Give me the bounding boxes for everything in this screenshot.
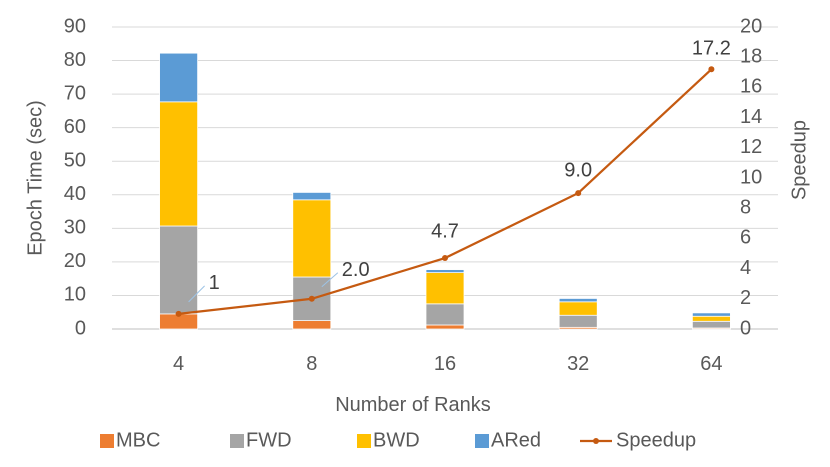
gridlines: [112, 26, 778, 330]
y2-tick-label: 16: [740, 76, 762, 98]
y2-tick-label: 20: [740, 15, 762, 37]
legend-label-ared: ARed: [491, 429, 541, 451]
bar-ared-32: [558, 298, 598, 303]
speedup-point-32: [575, 190, 582, 197]
y2-tick-label: 2: [740, 287, 751, 309]
y-tick-label: 20: [64, 250, 86, 272]
legend-label-bwd: BWD: [373, 429, 420, 451]
y2-tick-label: 10: [740, 166, 762, 188]
speedup-label-64: 17.2: [692, 38, 731, 60]
y2-tick-label: 18: [740, 45, 762, 67]
bar-fwd-4: [159, 225, 198, 315]
x-axis-title: Number of Ranks: [335, 394, 491, 416]
legend-swatch-fwd: [230, 434, 244, 448]
bar-ared-4: [159, 52, 198, 103]
x-tick-label: 4: [173, 353, 184, 375]
y2-tick-label: 8: [740, 196, 751, 218]
speedup-labels: 1 2.0 4.7 9.0 17.2: [188, 38, 731, 303]
y-axis-title: Epoch Time (sec): [24, 100, 46, 256]
speedup-line: [175, 66, 715, 317]
legend-marker-speedup: [593, 438, 599, 444]
y2-axis-title: Speedup: [788, 120, 810, 200]
bar-fwd-16: [425, 303, 465, 326]
y2-tick-label: 0: [740, 317, 751, 339]
legend-label-mbc: MBC: [116, 429, 160, 451]
y-tick-label: 40: [64, 183, 86, 205]
speedup-label-8: 2.0: [342, 259, 370, 281]
legend-swatch-mbc: [100, 434, 114, 448]
speedup-label-leader: [321, 272, 339, 288]
speedup-label-4: 1: [209, 272, 220, 294]
bar-mbc-8: [292, 320, 332, 330]
y-tick-label: 90: [64, 15, 86, 37]
right-axis-ticks: 0 2 4 6 8 10 12 14 16 18 20: [740, 15, 762, 339]
legend-label-speedup: Speedup: [616, 429, 696, 451]
x-axis-ticks: 4 8 16 32 64: [173, 353, 722, 375]
y2-tick-label: 6: [740, 227, 751, 249]
y2-tick-label: 14: [740, 106, 762, 128]
y2-tick-label: 12: [740, 136, 762, 158]
y-tick-label: 70: [64, 82, 86, 104]
bar-ared-64: [692, 312, 731, 317]
speedup-point-4: [175, 310, 182, 317]
x-tick-label: 32: [567, 353, 589, 375]
left-axis-ticks: 0 10 20 30 40 50 60 70 80 90: [64, 15, 86, 339]
bar-ared-8: [292, 192, 332, 201]
speedup-label-leader: [188, 285, 205, 303]
y-tick-label: 80: [64, 49, 86, 71]
x-tick-label: 8: [306, 353, 317, 375]
speedup-label-16: 4.7: [431, 220, 459, 242]
legend-label-fwd: FWD: [246, 429, 292, 451]
bars: [159, 52, 731, 330]
bar-fwd-32: [558, 314, 598, 328]
legend-swatch-bwd: [357, 434, 371, 448]
y-tick-label: 60: [64, 116, 86, 138]
speedup-point-64: [708, 66, 715, 73]
y2-tick-label: 4: [740, 257, 751, 279]
x-tick-label: 16: [434, 353, 456, 375]
speedup-point-16: [442, 255, 448, 262]
speedup-point-8: [308, 295, 315, 302]
bar-fwd-64: [692, 320, 731, 329]
x-tick-label: 64: [700, 353, 722, 375]
bar-bwd-16: [425, 272, 465, 305]
bar-bwd-8: [292, 199, 332, 278]
bar-bwd-64: [692, 315, 731, 322]
bar-ared-16: [425, 269, 465, 274]
speedup-label-32: 9.0: [564, 159, 592, 181]
bar-mbc-16: [425, 324, 465, 330]
y-tick-label: 0: [75, 317, 86, 339]
y-tick-label: 10: [64, 284, 86, 306]
y-tick-label: 30: [64, 217, 86, 239]
y-tick-label: 50: [64, 150, 86, 172]
bar-bwd-4: [159, 101, 198, 227]
bar-bwd-32: [558, 301, 598, 316]
legend: MBC FWD BWD ARed Speedup: [100, 429, 696, 451]
legend-swatch-ared: [475, 434, 489, 448]
